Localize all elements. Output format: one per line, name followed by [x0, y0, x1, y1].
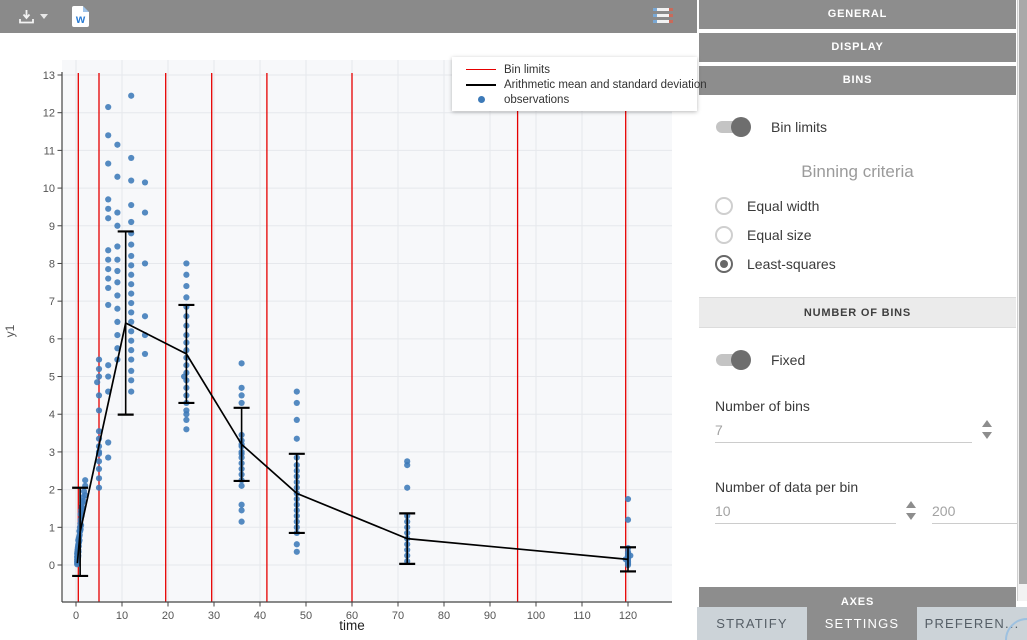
data-per-bin-max-input[interactable] — [932, 501, 1027, 524]
svg-text:11: 11 — [44, 145, 55, 157]
chart-area: 0 1 2 3 4 5 6 7 8 9 10 11 12 13 0 10 20 30 40 50 60 70 80 90 100… — [0, 33, 707, 640]
legend-line-icon — [653, 8, 673, 11]
number-of-bins-label: Number of bins — [715, 398, 810, 414]
mean-sd-series — [72, 230, 636, 578]
toggle-knob — [731, 117, 751, 137]
word-letter: w — [75, 12, 86, 26]
svg-text:110: 110 — [573, 610, 591, 622]
chart-panel: w 0 1 2 3 4 5 6 7 8 9 10 11 12 13 0 10 20 30 40 50 60 70 80 90 1… — [0, 0, 707, 640]
data-per-bin-min-spinner — [904, 501, 918, 524]
legend-item-bin-limits: Bin limits — [466, 62, 691, 77]
section-header-display[interactable]: DISPLAY — [699, 33, 1016, 62]
download-icon — [19, 9, 34, 23]
settings-sidebar: GENERAL DISPLAY BINS Bin limits Binning … — [697, 0, 1027, 640]
tab-stratify[interactable]: STRATIFY — [697, 607, 807, 640]
scrollbar-thumb[interactable] — [1019, 0, 1027, 584]
sidebar-scrollbar[interactable] — [1017, 0, 1027, 601]
y-axis-label: y1 — [3, 324, 17, 337]
svg-text:70: 70 — [392, 610, 404, 622]
svg-text:5: 5 — [49, 372, 55, 384]
bin-limits-toggle-row: Bin limits — [715, 117, 1016, 137]
increment-button[interactable] — [982, 420, 992, 427]
radio-option-equal-width[interactable]: Equal width — [715, 195, 1016, 217]
svg-text:6: 6 — [49, 334, 55, 346]
svg-text:10: 10 — [116, 610, 128, 622]
tab-preferences[interactable]: PREFEREN... — [917, 607, 1027, 640]
fixed-toggle-label: Fixed — [771, 352, 806, 368]
chart-legend: Bin limits Arithmetic mean and standard … — [452, 57, 707, 111]
svg-text:80: 80 — [438, 610, 450, 622]
sidebar-scroll-content: GENERAL DISPLAY BINS Bin limits Binning … — [697, 0, 1027, 640]
svg-text:4: 4 — [49, 409, 55, 421]
fixed-toggle-row: Fixed — [715, 350, 1016, 370]
section-header-general[interactable]: GENERAL — [699, 0, 1016, 29]
data-per-bin-row — [715, 501, 1027, 524]
svg-text:8: 8 — [49, 258, 55, 270]
svg-text:7: 7 — [49, 296, 55, 308]
svg-text:0: 0 — [49, 560, 55, 572]
radio-icon[interactable] — [715, 197, 733, 215]
fixed-toggle[interactable] — [715, 350, 751, 370]
svg-text:120: 120 — [619, 610, 637, 622]
legend-item-mean-sd: Arithmetic mean and standard deviation — [466, 77, 707, 92]
word-export-button[interactable]: w — [72, 6, 89, 27]
legend-line-icon — [653, 14, 673, 17]
binning-criteria-heading: Binning criteria — [801, 162, 914, 181]
number-of-bins-row — [715, 420, 994, 443]
mean-line-icon — [466, 83, 496, 86]
svg-text:10: 10 — [43, 183, 55, 195]
number-of-bins-input[interactable] — [715, 420, 972, 443]
svg-text:0: 0 — [73, 610, 79, 622]
data-per-bin-label: Number of data per bin — [715, 479, 859, 495]
svg-text:30: 30 — [208, 610, 220, 622]
chart-toolbar: w — [0, 0, 697, 33]
observations-points — [74, 92, 634, 569]
bin-limits-toggle-label: Bin limits — [771, 119, 828, 135]
page-fold-icon — [83, 6, 89, 12]
radio-option-least-squares[interactable]: Least-squares — [715, 253, 1016, 275]
bin-limits-line-icon — [466, 69, 496, 70]
number-of-bins-spinner — [980, 420, 994, 443]
x-axis-label: time — [339, 618, 365, 633]
svg-text:90: 90 — [484, 610, 496, 622]
plot-background — [62, 60, 672, 602]
svg-text:40: 40 — [254, 610, 266, 622]
svg-text:60: 60 — [346, 610, 358, 622]
bottom-tabs: STRATIFY SETTINGS PREFEREN... — [697, 607, 1027, 640]
section-header-number-of-bins[interactable]: NUMBER OF BINS — [699, 297, 1016, 328]
svg-text:50: 50 — [300, 610, 312, 622]
bin-limits-toggle[interactable] — [715, 117, 751, 137]
increment-button[interactable] — [906, 501, 916, 508]
svg-text:1: 1 — [49, 522, 55, 534]
legend-line-icon — [653, 20, 673, 23]
svg-text:3: 3 — [49, 447, 55, 459]
decrement-button[interactable] — [906, 513, 916, 520]
radio-icon[interactable] — [715, 255, 733, 273]
legend-toggle-button[interactable] — [653, 8, 673, 23]
svg-text:2: 2 — [49, 485, 55, 497]
svg-text:9: 9 — [49, 221, 55, 233]
svg-text:13: 13 — [43, 70, 55, 82]
toggle-knob — [731, 350, 751, 370]
legend-item-observations: observations — [466, 92, 691, 107]
download-button[interactable] — [18, 9, 48, 25]
bin-limit-lines — [77, 73, 627, 602]
decrement-button[interactable] — [982, 432, 992, 439]
section-header-bins[interactable]: BINS — [699, 66, 1016, 95]
svg-text:20: 20 — [162, 610, 174, 622]
svg-text:100: 100 — [527, 610, 545, 622]
radio-icon[interactable] — [715, 226, 733, 244]
data-per-bin-min-input[interactable] — [715, 501, 896, 524]
observation-dot-icon — [466, 96, 496, 103]
svg-text:12: 12 — [43, 108, 55, 120]
radio-option-equal-size[interactable]: Equal size — [715, 224, 1016, 246]
caret-down-icon — [40, 14, 48, 19]
tab-settings[interactable]: SETTINGS — [807, 607, 917, 640]
